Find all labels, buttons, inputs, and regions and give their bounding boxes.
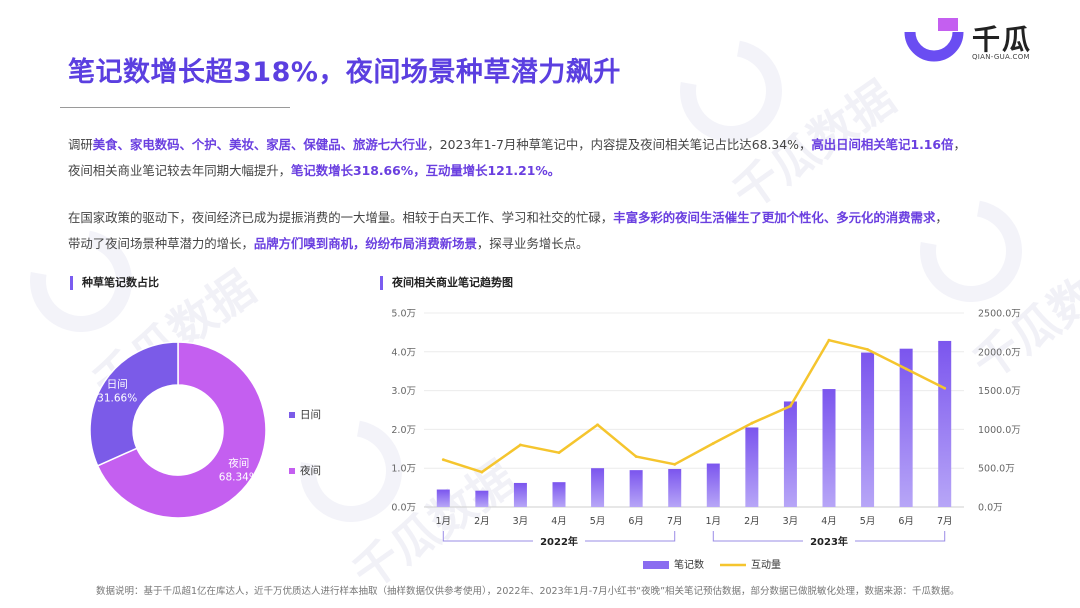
line-point <box>943 386 947 390</box>
x-tick-label: 7月 <box>937 516 953 527</box>
donut-chart-title: 种草笔记数占比 <box>70 276 159 290</box>
bar-notes <box>861 352 875 507</box>
body-text: 带动了夜间场景种草潜力的增长， <box>68 236 254 251</box>
x-tick-label: 6月 <box>898 516 914 527</box>
year-label: 2022年 <box>540 535 578 548</box>
donut-slice-name: 夜间 <box>228 456 249 469</box>
donut-legend-swatch <box>289 412 295 418</box>
intro-paragraph-2: 在国家政策的驱动下，夜间经济已成为提振消费的一大增量。相较于白天工作、学习和社交… <box>68 205 1038 257</box>
y-right-tick-label: 0.0万 <box>978 503 1003 514</box>
y-right-tick-label: 1500.0万 <box>978 386 1021 397</box>
legend-label-bar: 笔记数 <box>674 558 704 571</box>
body-text: ， <box>935 210 948 225</box>
logo-name: 千瓜 <box>972 23 1033 56</box>
x-tick-label: 7月 <box>667 516 683 527</box>
bar-notes <box>629 470 643 507</box>
bar-notes <box>706 463 720 507</box>
bar-notes <box>668 468 682 507</box>
highlight-text: 高出日间相关笔记1.16倍 <box>811 137 954 152</box>
body-text: ，探寻业务增长点。 <box>476 236 589 251</box>
bar-notes <box>899 348 913 507</box>
donut-legend-swatch <box>289 468 295 474</box>
body-text: ， <box>953 137 966 152</box>
trend-chart-title: 夜间相关商业笔记趋势图 <box>380 276 513 290</box>
body-text: 在国家政策的驱动下，夜间经济已成为提振消费的一大增量。相较于白天工作、学习和社交… <box>68 210 614 225</box>
line-point <box>904 367 908 371</box>
line-point <box>711 441 715 445</box>
bar-notes <box>591 468 605 507</box>
bar-notes <box>822 389 836 507</box>
line-point <box>480 470 484 474</box>
x-tick-label: 4月 <box>821 516 837 527</box>
x-tick-label: 5月 <box>860 516 876 527</box>
line-point <box>789 404 792 408</box>
intro-paragraph-1: 调研美食、家电数码、个护、美妆、家居、保健品、旅游七大行业，2023年1-7月种… <box>68 132 1038 184</box>
highlight-text: 丰富多彩的夜间生活催生了更加个性化、多元化的消费需求 <box>613 210 936 225</box>
body-text: 调研 <box>68 137 93 152</box>
title-underline <box>60 107 290 108</box>
y-left-tick-label: 1.0万 <box>391 464 416 475</box>
x-tick-label: 1月 <box>706 516 722 527</box>
line-point <box>557 451 561 455</box>
line-point <box>673 462 677 466</box>
donut-slice-percent: 68.34% <box>219 471 259 483</box>
highlight-text: 笔记数增长318.66%，互动量增长121.21%。 <box>291 163 561 178</box>
logo-mark-icon <box>904 18 964 62</box>
x-tick-label: 1月 <box>436 516 452 527</box>
line-point <box>827 338 831 342</box>
bar-notes <box>436 489 450 507</box>
bar-notes <box>783 401 797 507</box>
highlight-text: 美食、家电数码、个护、美妆、家居、保健品、旅游七大行业 <box>92 137 428 152</box>
year-label: 2023年 <box>810 535 848 548</box>
year-label-bg <box>533 534 585 548</box>
y-left-tick-label: 4.0万 <box>391 347 416 358</box>
bar-notes <box>938 340 952 507</box>
donut-slice-night <box>96 341 267 519</box>
body-text: 夜间相关商业笔记较去年同期大幅提升， <box>68 163 292 178</box>
line-point <box>634 455 638 458</box>
x-tick-label: 6月 <box>628 516 644 527</box>
body-text: ，2023年1-7月种草笔记中，内容提及夜间相关笔记占比达68.34%， <box>427 137 812 152</box>
bar-notes <box>552 482 566 507</box>
line-point <box>519 443 522 447</box>
highlight-text: 品牌方们嗅到商机，纷纷布局消费新场景 <box>253 236 477 251</box>
line-point <box>750 421 754 425</box>
line-point <box>596 423 599 427</box>
x-tick-label: 3月 <box>783 516 799 527</box>
bar-notes <box>475 490 489 507</box>
x-tick-label: 3月 <box>513 516 529 527</box>
y-right-tick-label: 500.0万 <box>978 464 1015 475</box>
y-left-tick-label: 5.0万 <box>391 309 416 320</box>
donut-legend-label: 日间 <box>300 408 321 421</box>
year-label-bg <box>803 534 855 548</box>
x-tick-label: 2月 <box>744 516 760 527</box>
x-tick-label: 2月 <box>474 516 490 527</box>
line-point <box>866 348 869 351</box>
y-right-tick-label: 2000.0万 <box>978 347 1021 358</box>
legend-label-line: 互动量 <box>751 559 781 571</box>
donut-legend-label: 夜间 <box>300 464 321 477</box>
y-left-tick-label: 3.0万 <box>391 386 416 397</box>
donut-slice-name: 日间 <box>107 378 128 391</box>
y-left-tick-label: 0.0万 <box>391 503 416 514</box>
logo: 千瓜 QIAN-GUA.COM <box>904 18 1054 68</box>
y-right-tick-label: 2500.0万 <box>978 309 1021 320</box>
donut-slice-day <box>89 341 179 467</box>
bar-notes <box>513 482 527 507</box>
line-point <box>441 458 445 462</box>
x-tick-label: 5月 <box>590 516 606 527</box>
y-left-tick-label: 2.0万 <box>391 425 416 436</box>
x-tick-label: 4月 <box>551 516 567 527</box>
legend-swatch-bar <box>643 561 669 569</box>
logo-domain: QIAN-GUA.COM <box>972 53 1030 61</box>
bar-notes <box>745 427 759 507</box>
donut-slice-percent: 31.66% <box>97 393 137 405</box>
page-title: 笔记数增长超318%，夜间场景种草潜力飙升 <box>68 57 621 88</box>
line-interactions <box>442 338 946 474</box>
y-right-tick-label: 1000.0万 <box>978 425 1021 436</box>
footnote: 数据说明：基于千瓜超1亿在库达人，近千万优质达人进行样本抽取（抽样数据仅供参考使… <box>96 586 960 597</box>
